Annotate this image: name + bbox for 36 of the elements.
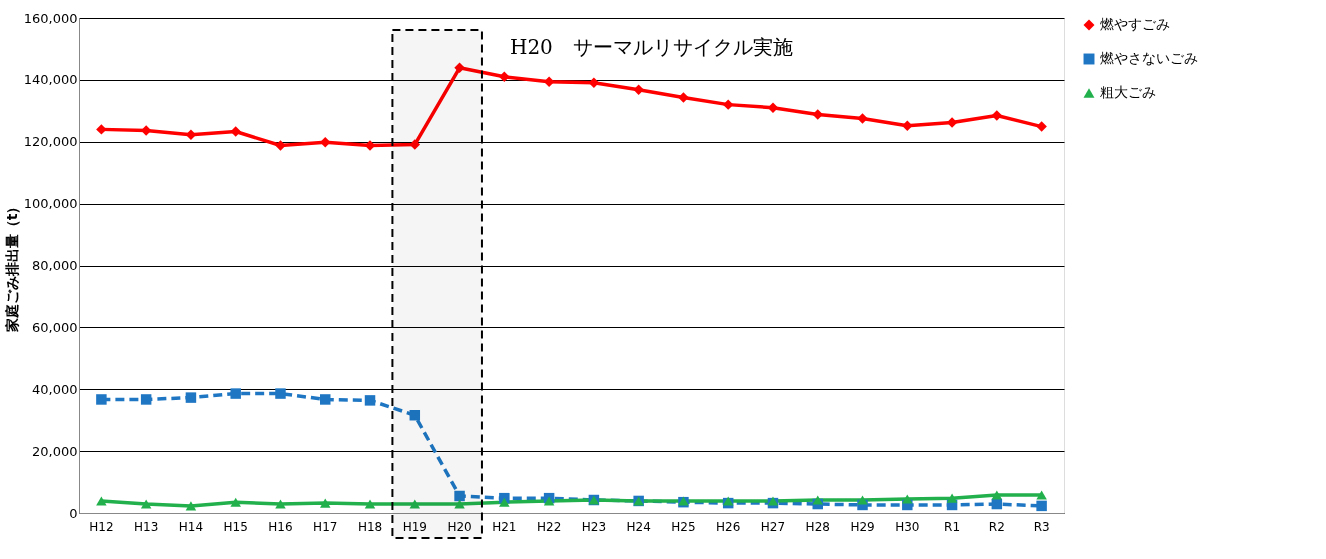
y-tick-label: 40,000 bbox=[32, 381, 78, 397]
x-tick-label: H20 bbox=[447, 519, 472, 534]
y-tick-label: 60,000 bbox=[32, 319, 78, 335]
x-tick-label: H30 bbox=[895, 519, 920, 534]
x-tick-label: H17 bbox=[313, 519, 338, 534]
x-tick-label: H26 bbox=[716, 519, 741, 534]
band-label: H20 サーマルリサイクル実施 bbox=[509, 35, 793, 59]
x-tick-label: H24 bbox=[626, 519, 651, 534]
legend-label: 燃やすごみ bbox=[1100, 16, 1170, 32]
x-tick-label: H12 bbox=[89, 519, 114, 534]
x-tick-label: H15 bbox=[223, 519, 248, 534]
x-tick-label: H25 bbox=[671, 519, 696, 534]
x-tick-label: R2 bbox=[988, 519, 1005, 534]
x-tick-label: H22 bbox=[536, 519, 562, 534]
x-tick-label: H28 bbox=[805, 519, 830, 534]
y-tick-label: 120,000 bbox=[23, 134, 78, 150]
x-tick-label: R3 bbox=[1033, 519, 1050, 534]
x-tick-label: H29 bbox=[850, 519, 875, 534]
y-tick-label: 20,000 bbox=[32, 443, 78, 459]
y-tick-label: 0 bbox=[69, 505, 78, 521]
x-tick-label: H16 bbox=[268, 519, 293, 534]
x-tick-label: H14 bbox=[178, 519, 204, 534]
x-tick-label: H19 bbox=[402, 519, 427, 534]
x-tick-label: H21 bbox=[492, 519, 517, 534]
x-tick-label: H27 bbox=[760, 519, 786, 534]
y-axis-title: 家庭ごみ排出量（t） bbox=[3, 199, 20, 334]
x-tick-label: H18 bbox=[357, 519, 383, 534]
y-tick-label: 100,000 bbox=[23, 196, 78, 212]
legend-label: 燃やさないごみ bbox=[1100, 50, 1198, 66]
y-tick-label: 80,000 bbox=[32, 258, 78, 273]
x-tick-label: R1 bbox=[944, 519, 961, 534]
legend-label: 粗大ごみ bbox=[1100, 84, 1156, 100]
y-tick-label: 140,000 bbox=[23, 72, 78, 88]
x-tick-label: H23 bbox=[581, 519, 607, 534]
y-tick-label: 160,000 bbox=[23, 10, 78, 26]
x-tick-label: H13 bbox=[134, 519, 159, 534]
